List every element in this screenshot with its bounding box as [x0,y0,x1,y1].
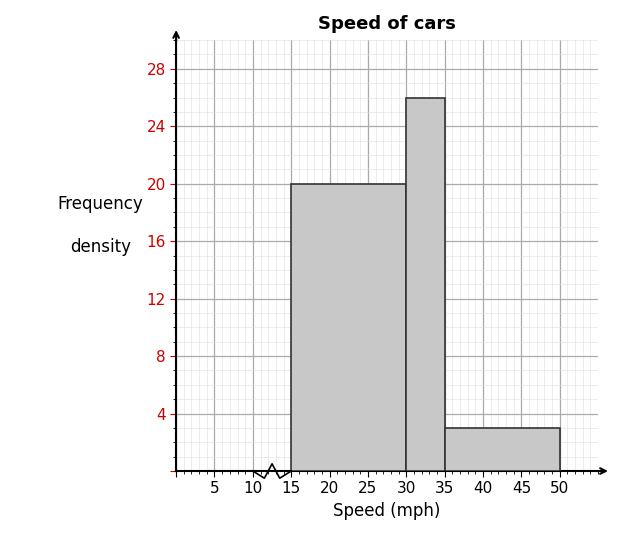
Text: density: density [70,238,130,256]
Bar [406,97,445,471]
X-axis label: Speed (mph): Speed (mph) [333,502,441,520]
Title: Speed of cars: Speed of cars [318,15,456,33]
Bar [291,184,406,471]
Text: Frequency: Frequency [57,195,143,213]
Bar [445,428,560,471]
